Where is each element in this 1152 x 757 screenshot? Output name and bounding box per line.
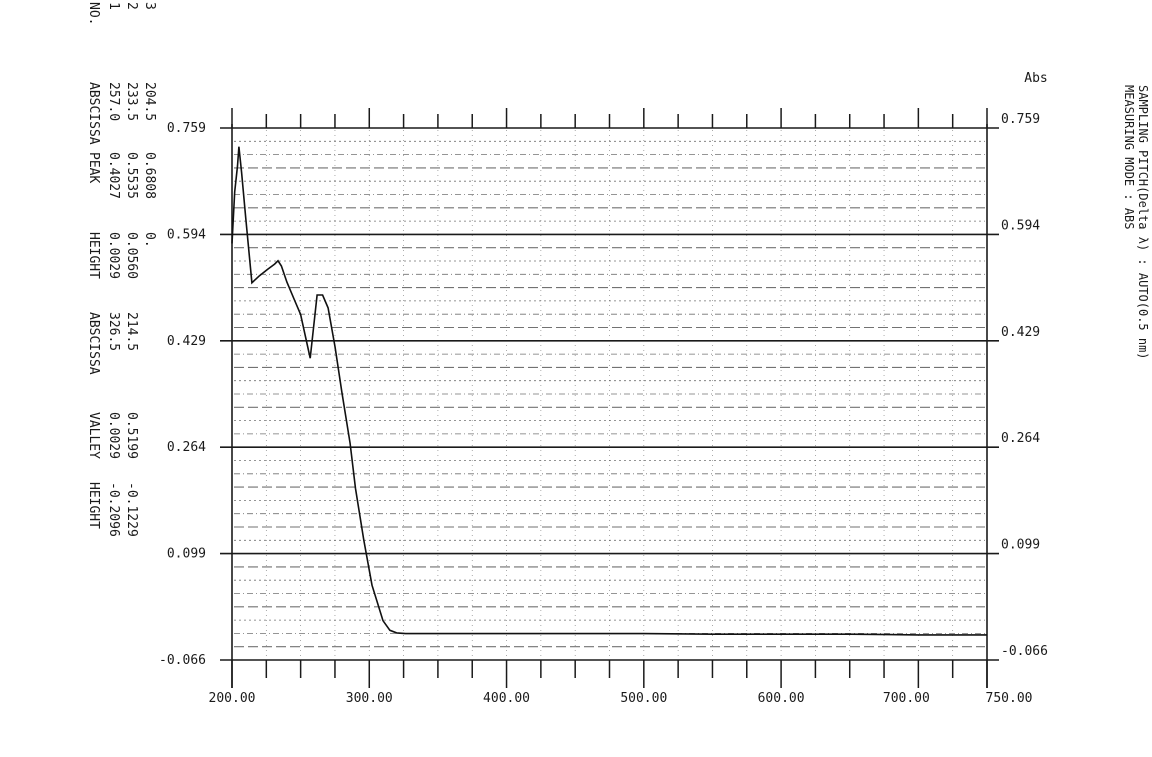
peak-table-header: VALLEY [86,412,101,459]
peak-table-cell: 0.6808 [142,152,157,199]
settings-line: SAMPLING PITCH(Delta λ) : AUTO(0.5 nm) [1136,85,1150,360]
x-tick-label: 400.00 [483,691,530,706]
peak-table-cell: 0.5199 [124,412,139,459]
y-axis-label: Abs [1024,71,1047,86]
peak-table-cell: 0.5535 [124,152,139,199]
peak-table-header: PEAK [86,152,101,183]
peak-table-cell: 3 [142,2,157,10]
peak-table-cell: 0.4027 [106,152,121,199]
x-tick-label: 750.00 [986,691,1033,706]
plot-frame [220,124,999,688]
x-tick-label: 300.00 [346,691,393,706]
x-tick-label: 700.00 [883,691,930,706]
y-tick-label-right: 0.099 [1001,538,1040,553]
y-tick-label-right: 0.429 [1001,325,1040,340]
peak-table-cell: -0.1229 [124,482,139,537]
y-tick-label-left: 0.594 [167,227,206,242]
peak-table-cell: 326.5 [106,312,121,351]
peak-table-cell: 233.5 [124,82,139,121]
peak-table-cell: 0.0560 [124,232,139,279]
dotted-grid [234,130,985,658]
y-tick-label-left: 0.264 [167,440,206,455]
peak-table-cell: 1 [106,2,121,10]
peak-table-cell: 2 [124,2,139,10]
peak-table-header: ABSCISSA [86,82,101,145]
peak-table-cell: -0.2096 [106,482,121,537]
settings-line: MEASURING MODE : ABS [1122,85,1136,230]
peak-table-cell: 257.0 [106,82,121,121]
x-tick-label: 500.00 [620,691,667,706]
peak-table-header: HEIGHT [86,232,101,279]
settings-block: MEASURING MODE : ABS SAMPLING PITCH(Delta… [1122,85,1150,360]
y-tick-label-left: 0.429 [167,334,206,349]
y-tick-label-left: 0.099 [167,547,206,562]
y-tick-label-right: 0.759 [1001,112,1040,127]
axis-ticks [231,108,988,688]
y-tick-label-left: 0.759 [167,121,206,136]
x-tick-label: 200.00 [209,691,256,706]
series-line [231,146,987,636]
peak-table-header: NO. [86,2,101,25]
x-tick-label: 600.00 [758,691,805,706]
y-tick-label-right: 0.264 [1001,431,1040,446]
peak-table-cell: 204.5 [142,82,157,121]
peak-table-header: ABSCISSA [86,312,101,375]
peak-table-header: HEIGHT [86,482,101,529]
peak-table: NO. ABSCISSA PEAK HEIGHT ABSCISSA VALLEY HEIGH… [86,2,157,537]
series-layer [231,146,987,636]
y-tick-label-right: 0.594 [1001,218,1040,233]
peak-table-cell: 0.0029 [106,412,121,459]
peak-table-cell: 214.5 [124,312,139,351]
text-layer: -0.066-0.0660.0990.0990.2640.2640.4290.4… [86,2,1150,706]
peak-table-cell: 0.0029 [106,232,121,279]
y-tick-label-left: -0.066 [159,653,206,668]
y-tick-label-right: -0.066 [1001,644,1048,659]
peak-table-cell: 0. [142,232,157,248]
